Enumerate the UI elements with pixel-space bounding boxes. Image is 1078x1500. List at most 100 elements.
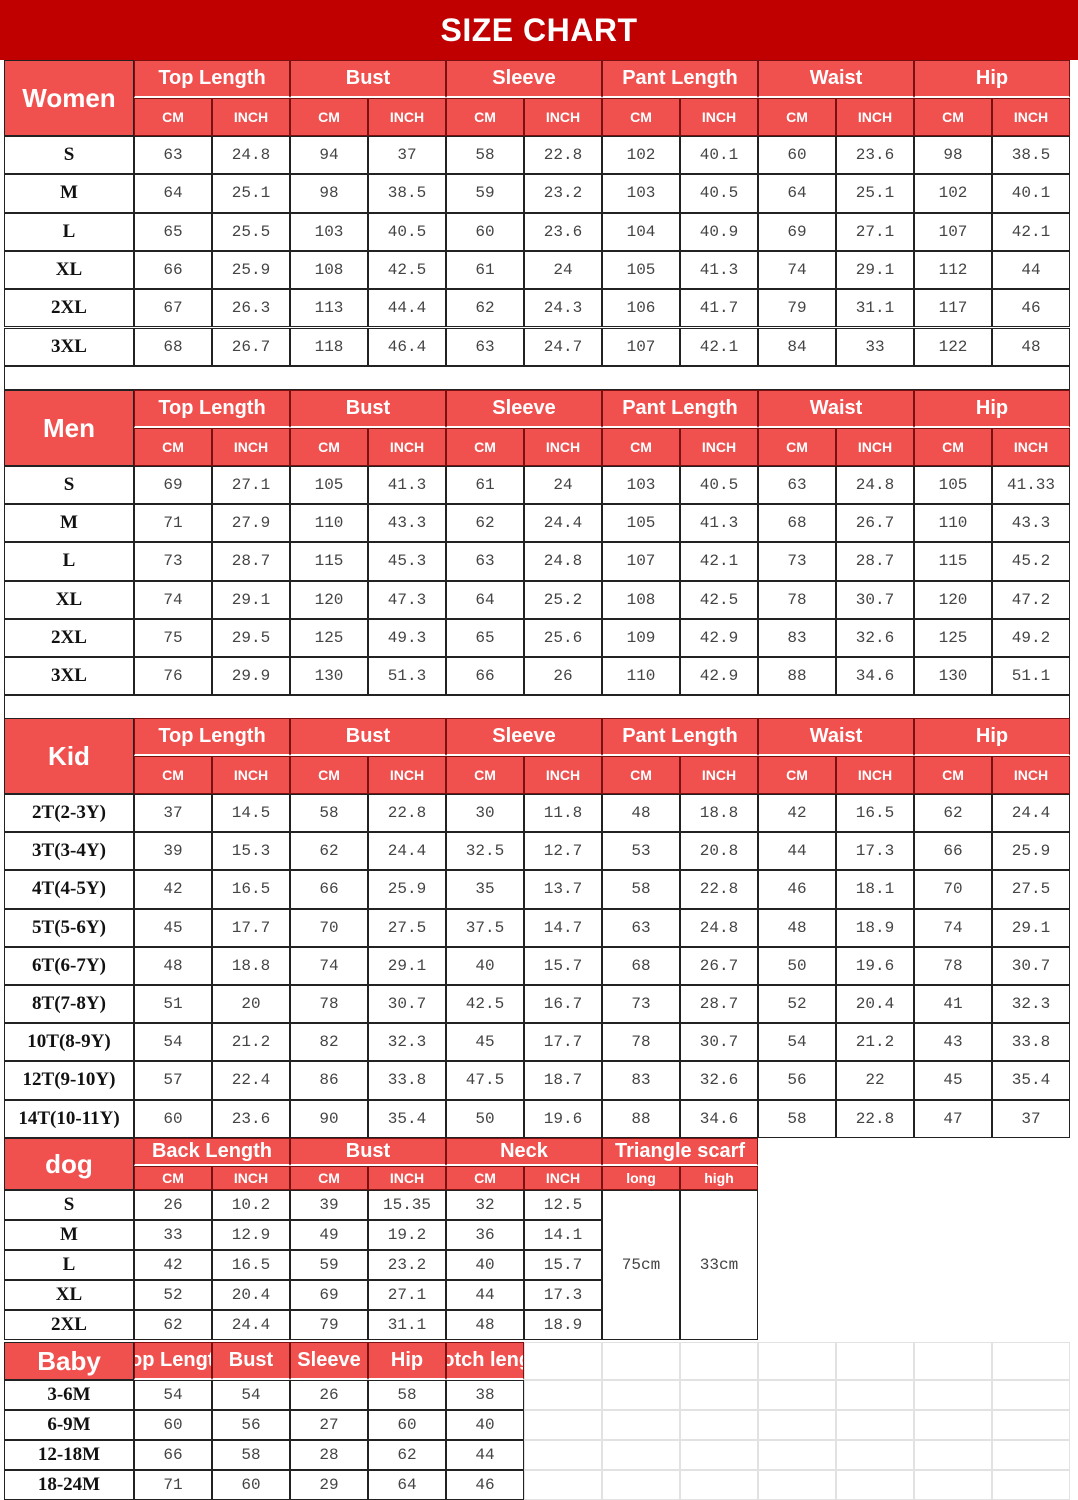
table-cell: 83 [602, 1061, 680, 1100]
table-cell: 83 [758, 618, 836, 657]
table-cell: 120 [914, 580, 992, 619]
empty-grid-cell [836, 1440, 914, 1470]
table-cell: 48 [602, 794, 680, 833]
size-label: L [4, 1250, 134, 1280]
unit-header-cm: CM [446, 428, 524, 466]
table-cell: 88 [758, 657, 836, 696]
women-section-label: Women [4, 60, 134, 136]
table-cell: 48 [992, 327, 1070, 366]
table-cell: 71 [134, 504, 212, 543]
table-cell: 19.6 [836, 946, 914, 985]
table-cell: 33 [134, 1220, 212, 1250]
table-cell: 24.4 [368, 832, 446, 871]
column-header: Crotch length [446, 1342, 524, 1380]
table-cell: 47 [914, 1099, 992, 1138]
empty-grid-cell [992, 1440, 1070, 1470]
column-group-header: Bust [290, 718, 446, 756]
table-cell: 60 [212, 1470, 290, 1500]
unit-header-cm: CM [602, 756, 680, 794]
size-label: 14T(10-11Y) [4, 1099, 134, 1138]
table-cell: 60 [134, 1099, 212, 1138]
table-cell: 107 [602, 327, 680, 366]
table-cell: 109 [602, 618, 680, 657]
table-cell: 20 [212, 985, 290, 1024]
table-cell: 44.4 [368, 289, 446, 328]
table-cell: 41.3 [680, 250, 758, 290]
table-cell: 10.2 [212, 1190, 290, 1220]
unit-header-cm: CM [134, 98, 212, 136]
unit-header-cm: CM [446, 1166, 524, 1190]
table-cell: 98 [914, 136, 992, 175]
unit-header-cm: CM [134, 756, 212, 794]
table-cell: 68 [758, 504, 836, 543]
table-cell: 78 [758, 580, 836, 619]
table-cell: 30 [446, 794, 524, 833]
table-cell: 71 [134, 1470, 212, 1500]
size-label: S [4, 1190, 134, 1220]
table-cell: 108 [602, 580, 680, 619]
table-cell: 69 [134, 466, 212, 505]
table-cell: 58 [446, 136, 524, 175]
unit-header-inch: INCH [836, 98, 914, 136]
table-cell: 68 [134, 327, 212, 366]
table-cell: 42.1 [680, 542, 758, 581]
column-header: Top Length [134, 1342, 212, 1380]
table-cell: 29 [290, 1470, 368, 1500]
table-cell: 74 [914, 908, 992, 947]
size-label: XL [4, 580, 134, 619]
table-cell: 79 [758, 289, 836, 328]
table-cell: 110 [602, 657, 680, 696]
table-cell: 58 [368, 1380, 446, 1410]
unit-header-cm: CM [758, 98, 836, 136]
table-cell: 110 [290, 504, 368, 543]
table-cell: 54 [758, 1023, 836, 1062]
empty-grid-cell [758, 1380, 836, 1410]
column-group-header: Waist [758, 390, 914, 428]
unit-header-inch: INCH [992, 98, 1070, 136]
table-cell: 29.1 [992, 908, 1070, 947]
table-cell: 84 [758, 327, 836, 366]
unit-header-inch: INCH [680, 756, 758, 794]
table-cell: 29.9 [212, 657, 290, 696]
table-cell: 62 [914, 794, 992, 833]
table-cell: 66 [446, 657, 524, 696]
table-cell: 53 [602, 832, 680, 871]
table-cell: 25.9 [368, 870, 446, 909]
table-cell: 48 [446, 1310, 524, 1340]
unit-header-inch: INCH [680, 98, 758, 136]
table-cell: 22.8 [368, 794, 446, 833]
table-cell: 45 [134, 908, 212, 947]
table-cell: 43 [914, 1023, 992, 1062]
empty-grid-cell [836, 1380, 914, 1410]
table-cell: 22.8 [836, 1099, 914, 1138]
unit-header-cm: CM [290, 428, 368, 466]
table-cell: 18.9 [524, 1310, 602, 1340]
table-cell: 17.7 [212, 908, 290, 947]
table-cell: 73 [602, 985, 680, 1024]
empty-grid-cell [680, 1380, 758, 1410]
table-cell: 59 [446, 174, 524, 213]
table-cell: 19.6 [524, 1099, 602, 1138]
table-cell: 27.9 [212, 504, 290, 543]
empty-grid-cell [992, 1410, 1070, 1440]
table-cell: 50 [758, 946, 836, 985]
size-label: 3XL [4, 657, 134, 696]
unit-header-inch: INCH [212, 98, 290, 136]
table-cell: 14.7 [524, 908, 602, 947]
table-cell: 66 [134, 250, 212, 290]
empty-grid-cell [602, 1440, 680, 1470]
table-cell: 29.1 [212, 580, 290, 619]
table-cell: 23.2 [368, 1250, 446, 1280]
table-cell: 78 [602, 1023, 680, 1062]
unit-header-cm: CM [758, 428, 836, 466]
table-cell: 31.1 [368, 1310, 446, 1340]
table-cell: 14.5 [212, 794, 290, 833]
section-spacer [4, 365, 1070, 390]
unit-header-inch: INCH [524, 428, 602, 466]
table-cell: 27.5 [368, 908, 446, 947]
empty-grid-cell [758, 1440, 836, 1470]
table-cell: 42.9 [680, 657, 758, 696]
size-label: S [4, 466, 134, 505]
table-cell: 94 [290, 136, 368, 175]
unit-header-inch: INCH [212, 756, 290, 794]
